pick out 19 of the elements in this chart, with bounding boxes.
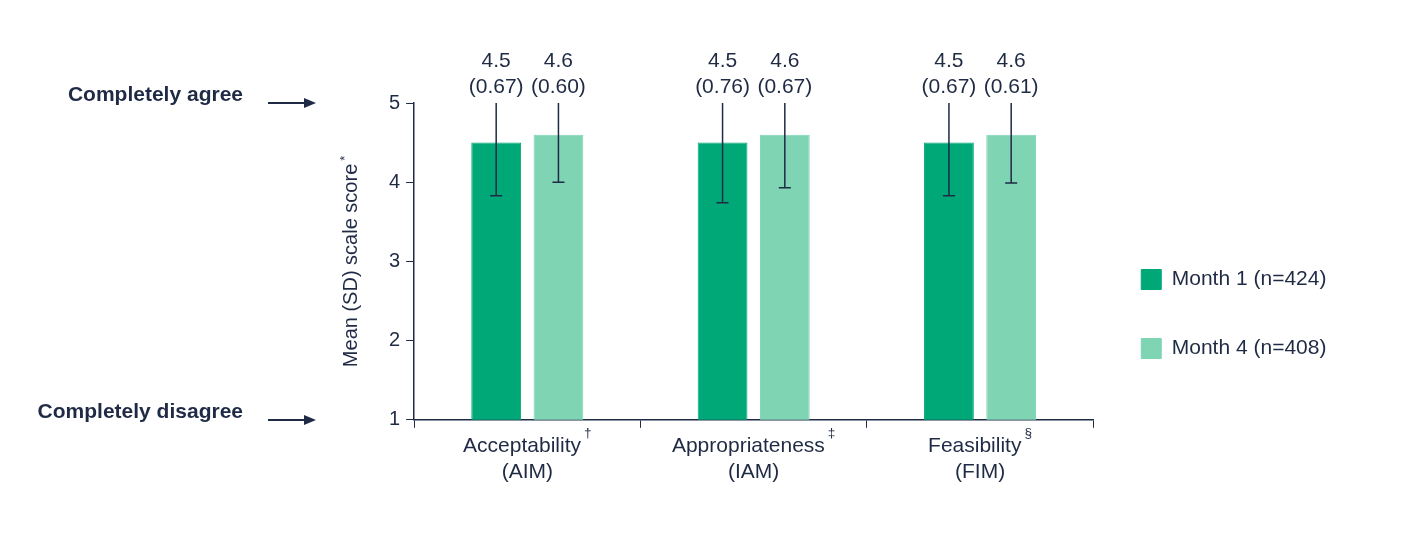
data-label: 4.5 (0.67) [468, 48, 524, 97]
category-label: Appropriateness‡ (IAM) [671, 424, 836, 483]
category-label: Acceptability† (AIM) [463, 424, 592, 483]
y-tick-label: 1 [389, 407, 401, 430]
category-label: Feasibility§ (FIM) [928, 424, 1033, 483]
text: Completely agree [67, 81, 243, 105]
data-label: 4.6 (0.60) [531, 48, 586, 97]
y-tick-label: 5 [389, 90, 401, 113]
y-tick-label: 3 [389, 248, 401, 271]
data-label: 4.6 (0.67) [757, 48, 813, 97]
legend-label: Month 4 (n=408) [1171, 335, 1327, 359]
data-label: 4.5 (0.76) [695, 48, 750, 97]
text: Completely disagree [37, 398, 243, 422]
y-axis-title: Mean (SD) scale score* [337, 155, 361, 368]
y-tick-label: 4 [389, 169, 401, 192]
data-label: 4.5 (0.67) [921, 48, 977, 97]
data-label: 4.6 (0.61) [983, 48, 1039, 97]
legend-label: Month 1 (n=424) [1171, 266, 1327, 290]
y-tick-label: 2 [389, 328, 401, 351]
